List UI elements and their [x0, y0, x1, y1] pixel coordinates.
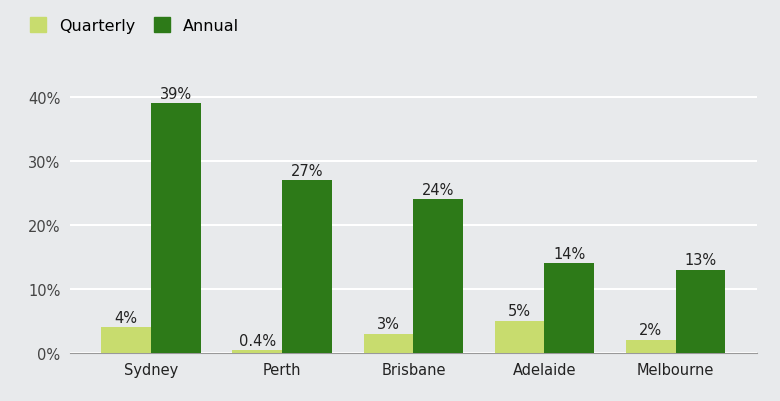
Text: 4%: 4% [115, 310, 138, 325]
Bar [413, 200, 463, 353]
Text: 14%: 14% [553, 246, 586, 261]
Bar [232, 350, 282, 353]
Text: 5%: 5% [508, 304, 531, 318]
Text: 13%: 13% [684, 253, 717, 267]
Text: 2%: 2% [639, 323, 662, 338]
Text: 39%: 39% [160, 87, 192, 101]
Text: 0.4%: 0.4% [239, 333, 276, 348]
Bar [626, 340, 675, 353]
Bar [675, 270, 725, 353]
Text: 27%: 27% [291, 163, 324, 178]
Bar [544, 263, 594, 353]
Bar [282, 180, 332, 353]
Bar [363, 334, 413, 353]
Bar [101, 327, 151, 353]
Text: 3%: 3% [377, 316, 400, 331]
Bar [151, 104, 201, 353]
Text: 24%: 24% [422, 182, 455, 197]
Bar [495, 321, 544, 353]
Legend: Quarterly, Annual: Quarterly, Annual [30, 18, 239, 34]
